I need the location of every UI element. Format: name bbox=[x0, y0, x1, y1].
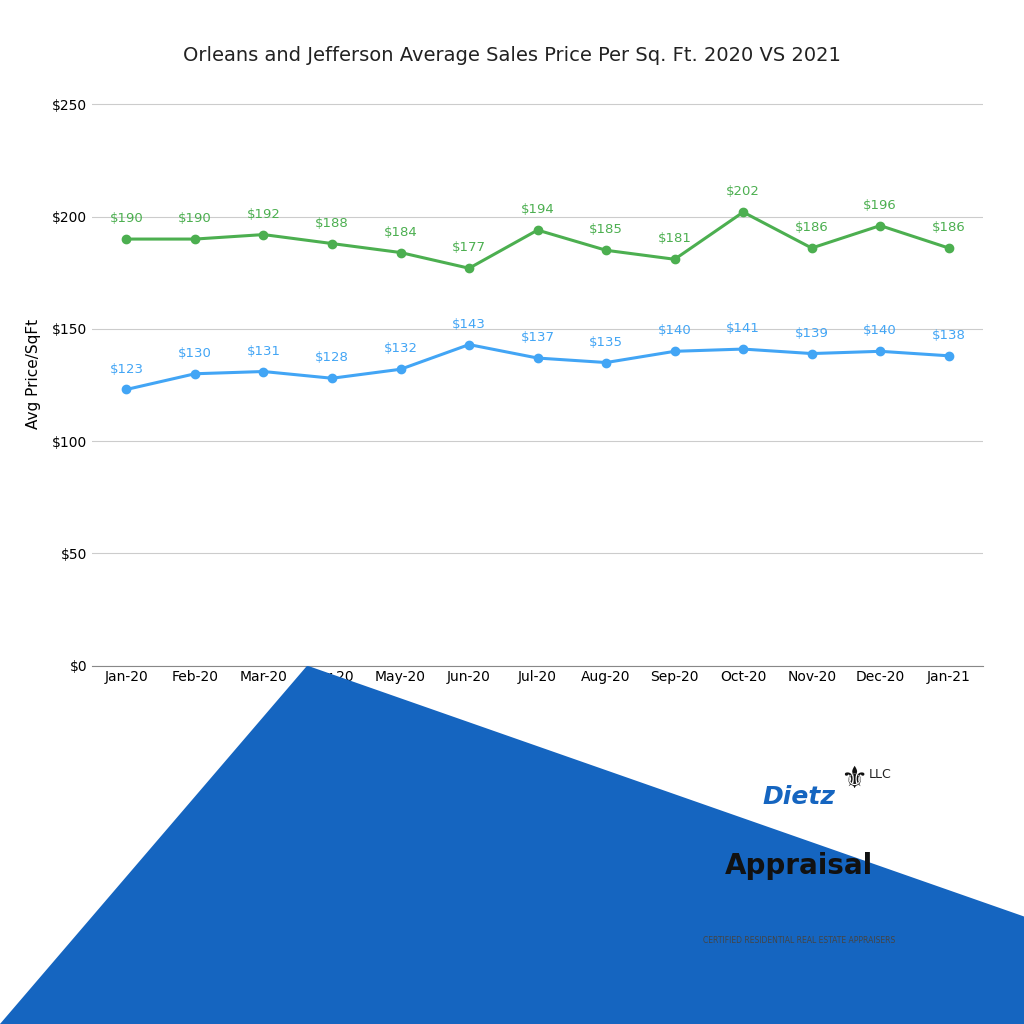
Text: $132: $132 bbox=[384, 342, 418, 355]
Text: $190: $190 bbox=[178, 212, 212, 225]
Text: $143: $143 bbox=[453, 317, 486, 331]
Text: ⚜: ⚜ bbox=[841, 765, 867, 795]
Text: $184: $184 bbox=[384, 225, 418, 239]
Text: $138: $138 bbox=[932, 329, 966, 342]
Text: $190: $190 bbox=[110, 212, 143, 225]
Text: $194: $194 bbox=[521, 203, 554, 216]
Text: Dietz: Dietz bbox=[762, 785, 836, 809]
Text: Appraisal: Appraisal bbox=[725, 852, 872, 880]
Text: $181: $181 bbox=[657, 232, 691, 246]
Text: $131: $131 bbox=[247, 345, 281, 357]
Polygon shape bbox=[0, 666, 1024, 1024]
Text: $186: $186 bbox=[795, 221, 828, 234]
Text: $130: $130 bbox=[178, 347, 212, 359]
Text: $140: $140 bbox=[863, 325, 897, 338]
Text: $192: $192 bbox=[247, 208, 281, 221]
Text: $185: $185 bbox=[589, 223, 623, 237]
Text: CERTIFIED RESIDENTIAL REAL ESTATE APPRAISERS: CERTIFIED RESIDENTIAL REAL ESTATE APPRAI… bbox=[702, 936, 895, 945]
Text: $186: $186 bbox=[932, 221, 966, 234]
Y-axis label: Avg Price/SqFt: Avg Price/SqFt bbox=[26, 318, 41, 429]
Text: $177: $177 bbox=[452, 242, 486, 254]
Text: $139: $139 bbox=[795, 327, 828, 340]
Text: $128: $128 bbox=[315, 351, 349, 365]
Text: $140: $140 bbox=[657, 325, 691, 338]
Text: $135: $135 bbox=[589, 336, 624, 348]
Text: $141: $141 bbox=[726, 323, 760, 335]
Text: $202: $202 bbox=[726, 185, 760, 199]
Text: LLC: LLC bbox=[868, 768, 891, 780]
Text: $137: $137 bbox=[520, 331, 555, 344]
Text: $196: $196 bbox=[863, 199, 897, 212]
Text: $123: $123 bbox=[110, 362, 143, 376]
Text: Orleans and Jefferson Average Sales Price Per Sq. Ft. 2020 VS 2021: Orleans and Jefferson Average Sales Pric… bbox=[183, 46, 841, 66]
Text: $188: $188 bbox=[315, 217, 349, 229]
